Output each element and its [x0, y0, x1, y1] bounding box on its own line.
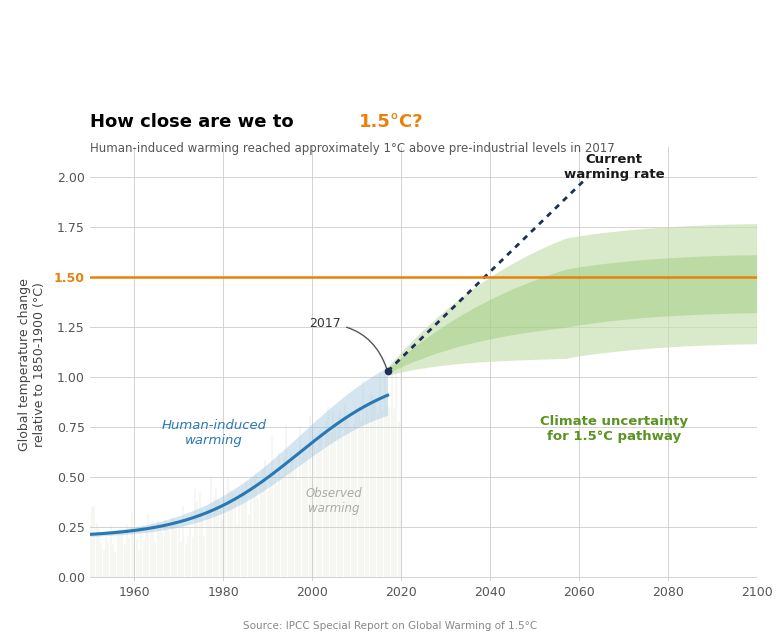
Text: Observed
warming: Observed warming	[306, 488, 363, 516]
Text: How close are we to: How close are we to	[90, 113, 300, 131]
Text: 2017: 2017	[310, 317, 387, 369]
Text: Human-induced
warming: Human-induced warming	[161, 419, 267, 447]
Text: Climate uncertainty
for 1.5°C pathway: Climate uncertainty for 1.5°C pathway	[541, 415, 688, 443]
Text: 1.5°C?: 1.5°C?	[359, 113, 424, 131]
Text: Human-induced warming reached approximately 1°C above pre-industrial levels in 2: Human-induced warming reached approximat…	[90, 142, 615, 155]
Text: Current
warming rate: Current warming rate	[564, 153, 665, 181]
Y-axis label: Global temperature change
relative to 1850-1900 (°C): Global temperature change relative to 18…	[17, 278, 45, 450]
Text: Source: IPCC Special Report on Global Warming of 1.5°C: Source: IPCC Special Report on Global Wa…	[243, 621, 537, 631]
